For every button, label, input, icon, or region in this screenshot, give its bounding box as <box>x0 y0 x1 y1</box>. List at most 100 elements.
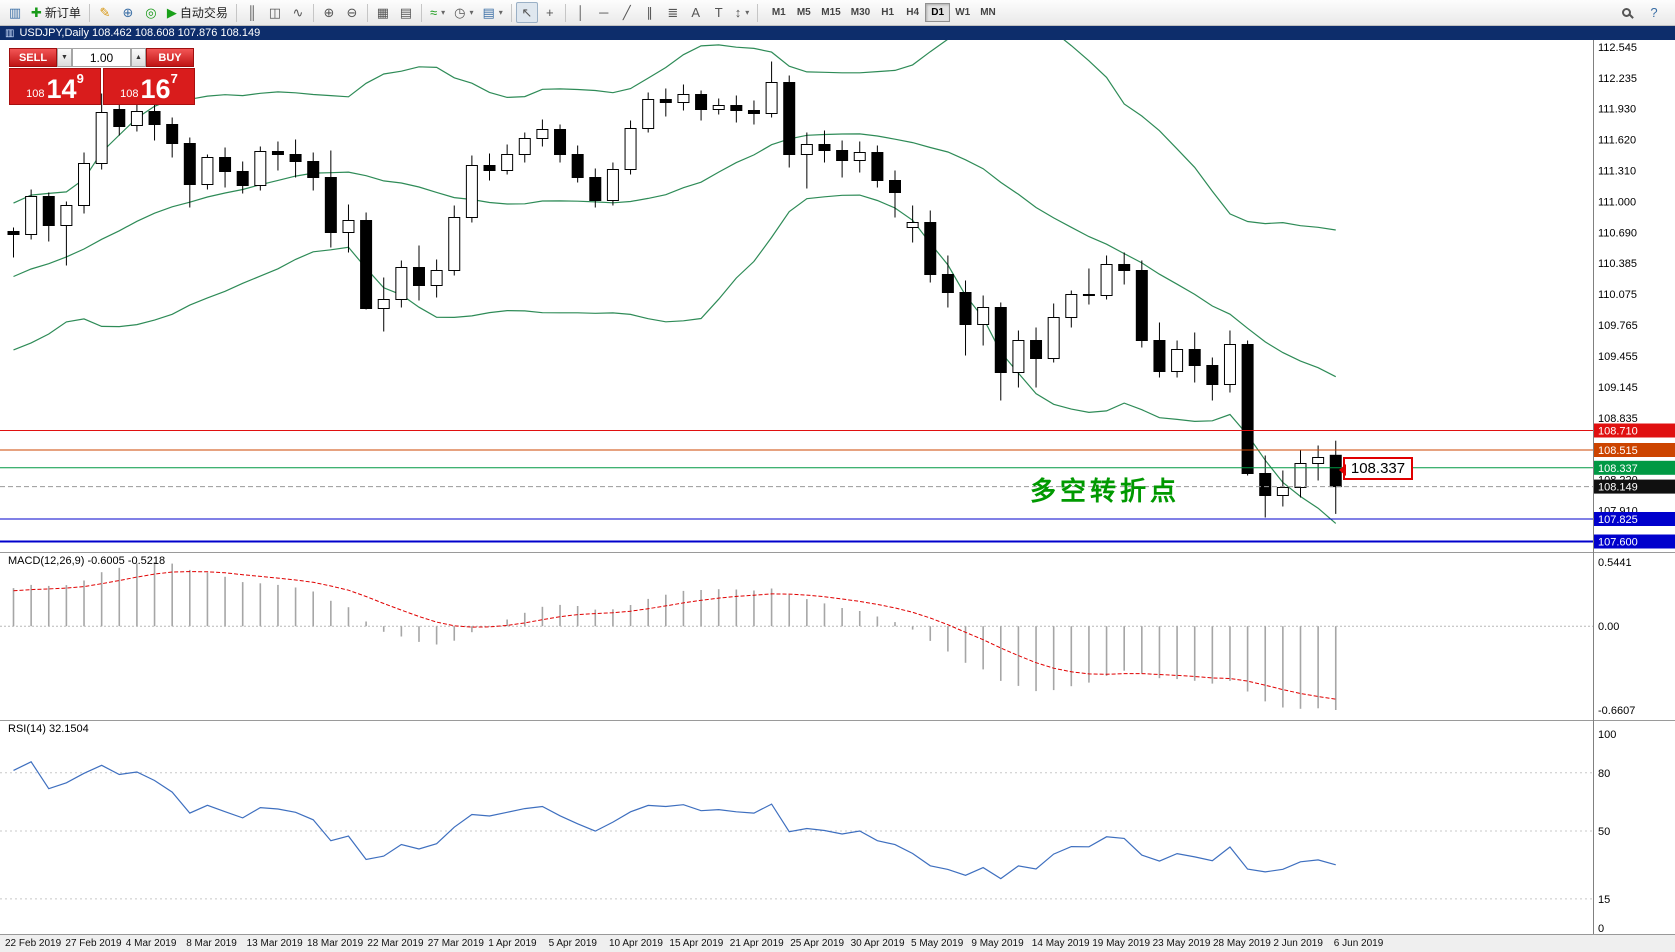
templates-button[interactable]: ▤ ▾ <box>478 2 506 23</box>
periods-button-caret[interactable]: ▾ <box>469 8 474 17</box>
svg-text:108.710: 108.710 <box>1598 426 1638 438</box>
autotrading-button[interactable]: ▶ 自动交易 <box>163 2 232 23</box>
new-order-button[interactable]: ✚ 新订单 <box>27 2 85 23</box>
line-chart-button[interactable]: ∿ <box>287 2 309 23</box>
svg-text:109.765: 109.765 <box>1598 320 1638 332</box>
zoom-in-button[interactable]: ⊕ <box>318 2 340 23</box>
indicators-button[interactable]: ≈ ▾ <box>426 2 449 23</box>
templates-button-glyph: ▤ <box>482 5 495 20</box>
time-axis[interactable]: 22 Feb 2019 27 Feb 2019 4 Mar 2019 8 Mar 20… <box>0 934 1675 952</box>
timeframe-w1-button[interactable]: W1 <box>955 7 971 18</box>
vertical-line-button[interactable]: │ <box>570 2 592 23</box>
cursor-button[interactable]: ↖ <box>515 2 538 23</box>
price-label-box[interactable]: 108.337 <box>1339 457 1413 480</box>
macd-histogram[interactable] <box>12 562 1337 710</box>
price-chart[interactable]: 112.545 112.235 111.930 111.620 111.310 111.0… <box>0 40 1675 552</box>
date-label: 15 Apr 2019 <box>669 938 724 949</box>
date-label: 25 Apr 2019 <box>790 938 845 949</box>
fibonacci-button[interactable]: ≣ <box>662 2 684 23</box>
navigator-icon[interactable]: ◎ <box>140 2 162 23</box>
timeframe-h4-button[interactable]: H4 <box>906 7 920 18</box>
indicators-button-caret[interactable]: ▾ <box>441 8 446 17</box>
tile-windows-button[interactable]: ▦ <box>372 2 394 23</box>
macd-signal-line[interactable] <box>13 571 1336 700</box>
autotrading-button-label: 自动交易 <box>179 6 228 20</box>
candles[interactable] <box>7 61 1342 518</box>
svg-text:112.545: 112.545 <box>1598 42 1637 54</box>
toolbar-separator <box>88 3 90 22</box>
market-watch-icon[interactable]: ⊕ <box>117 2 139 23</box>
horizontal-lines[interactable] <box>0 430 1593 543</box>
timeframe-d1-button[interactable]: D1 <box>925 3 951 22</box>
crosshair-button[interactable]: + <box>539 2 561 23</box>
sell-button[interactable]: SELL <box>9 48 57 67</box>
arrows-button-caret[interactable]: ▾ <box>745 8 750 17</box>
timeframe-h1-button[interactable]: H1 <box>881 7 895 18</box>
market-watch-icon-glyph: ⊕ <box>122 5 134 20</box>
svg-text:108.835: 108.835 <box>1598 413 1638 425</box>
svg-text:111.000: 111.000 <box>1598 197 1636 209</box>
navigator-icon-glyph: ◎ <box>145 5 157 20</box>
trendline-button[interactable]: ╱ <box>616 2 638 23</box>
equidistant-channel-button-glyph: ∥ <box>646 5 654 20</box>
help-button[interactable]: ? <box>1643 2 1665 23</box>
svg-text:111.310: 111.310 <box>1598 166 1636 178</box>
svg-text:100: 100 <box>1598 729 1616 741</box>
one-click-trading-panel: SELL ▼ 1.00 ▲ BUY 108 14 9 108 16 7 <box>9 48 195 105</box>
svg-text:112.235: 112.235 <box>1598 73 1637 85</box>
timeframe-m5-button[interactable]: M5 <box>796 7 811 18</box>
timeframe-mn-button[interactable]: MN <box>980 7 996 18</box>
order-options-caret[interactable]: ▼ <box>57 48 72 67</box>
timeframe-m15-button[interactable]: M15 <box>821 7 841 18</box>
arrange-windows-button[interactable]: ▤ <box>395 2 417 23</box>
bollinger-bands[interactable] <box>13 40 1337 524</box>
buy-price-button[interactable]: 108 16 7 <box>103 68 195 105</box>
bar-chart-button[interactable]: ║ <box>241 2 263 23</box>
date-label: 30 Apr 2019 <box>850 938 905 949</box>
text-label-button[interactable]: T <box>708 2 730 23</box>
rsi-panel[interactable]: 100 80 50 15 0 <box>0 720 1675 934</box>
timeframe-group: M1 M5 M15 M30 H1 H4 D1 W1 MN <box>766 3 1000 22</box>
equidistant-channel-button[interactable]: ∥ <box>639 2 661 23</box>
toolbar-separator <box>757 3 759 22</box>
buy-button[interactable]: BUY <box>146 48 194 67</box>
timeframe-m1-button[interactable]: M1 <box>771 7 786 18</box>
periods-button[interactable]: ◷ ▾ <box>450 2 477 23</box>
date-label: 1 Apr 2019 <box>488 938 537 949</box>
sell-price-button[interactable]: 108 14 9 <box>9 68 101 105</box>
volume-input[interactable]: 1.00 <box>72 48 131 67</box>
toolbar-separator <box>312 3 314 22</box>
new-chart-icon[interactable]: ▥ <box>4 2 26 23</box>
text-button[interactable]: A <box>685 2 707 23</box>
candlestick-chart-button[interactable]: ◫ <box>264 2 286 23</box>
date-label: 8 Mar 2019 <box>186 938 237 949</box>
rsi-line[interactable] <box>13 761 1336 880</box>
templates-button-caret[interactable]: ▾ <box>498 8 503 17</box>
toolbar-separator <box>235 3 237 22</box>
price-axis[interactable]: 112.545 112.235 111.930 111.620 111.310 111.0… <box>1593 40 1675 552</box>
indicators-button-glyph: ≈ <box>429 5 438 20</box>
crosshair-button-glyph: + <box>545 5 554 20</box>
search-button[interactable] <box>1615 2 1637 23</box>
svg-text:109.145: 109.145 <box>1598 382 1638 394</box>
search-button-glyph <box>1621 8 1631 17</box>
svg-text:109.455: 109.455 <box>1598 351 1638 363</box>
zoom-out-button-glyph: ⊖ <box>346 5 358 20</box>
date-label: 13 Mar 2019 <box>246 938 303 949</box>
macd-axis[interactable]: 0.5441 0.00 -0.6607 <box>1598 557 1635 717</box>
metaeditor-icon[interactable]: ✎ <box>94 2 116 23</box>
text-label-button-glyph: T <box>714 5 723 20</box>
rsi-label: RSI(14) 32.1504 <box>8 723 89 735</box>
horizontal-line-button[interactable]: ─ <box>593 2 615 23</box>
date-label: 4 Mar 2019 <box>125 938 177 949</box>
chart-titlebar[interactable]: ▥ USDJPY,Daily 108.462 108.608 107.876 1… <box>0 26 1675 40</box>
chart-annotation-text[interactable]: 多空转折点 <box>1030 476 1181 506</box>
toolbar-right: ? <box>1615 2 1671 23</box>
rsi-axis[interactable]: 100 80 50 15 0 <box>1598 729 1616 934</box>
volume-up-caret[interactable]: ▲ <box>131 48 146 67</box>
timeframe-m30-button[interactable]: M30 <box>850 7 871 18</box>
arrows-button[interactable]: ↕ ▾ <box>731 2 754 23</box>
macd-panel[interactable]: 0.5441 0.00 -0.6607 <box>0 552 1675 720</box>
zoom-out-button[interactable]: ⊖ <box>341 2 363 23</box>
chart-window-icon: ▥ <box>5 27 15 39</box>
